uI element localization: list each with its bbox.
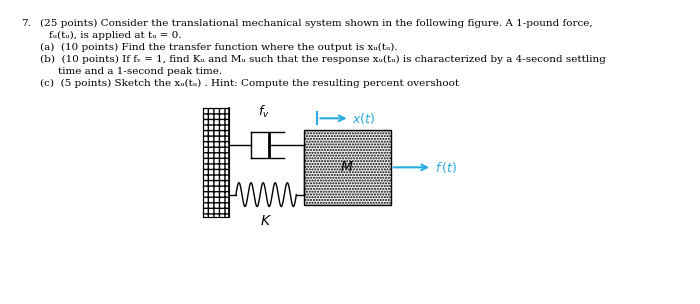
Text: (b)  (10 points) If fᵥ = 1, find Kᵤ and Mᵤ such that the response xᵤ(tᵤ) is char: (b) (10 points) If fᵥ = 1, find Kᵤ and M… xyxy=(40,55,605,64)
Text: $f_v$: $f_v$ xyxy=(258,104,270,120)
Text: fᵤ(tᵤ), is applied at tᵤ = 0.: fᵤ(tᵤ), is applied at tᵤ = 0. xyxy=(49,31,182,40)
Text: time and a 1-second peak time.: time and a 1-second peak time. xyxy=(58,67,223,76)
Text: 7.: 7. xyxy=(22,19,32,28)
Bar xyxy=(304,130,391,205)
Text: $K$: $K$ xyxy=(260,214,272,228)
Bar xyxy=(203,109,229,217)
Text: (c)  (5 points) Sketch the xᵤ(tᵤ) . Hint: Compute the resulting percent overshoo: (c) (5 points) Sketch the xᵤ(tᵤ) . Hint:… xyxy=(40,79,459,88)
Text: $x(t)$: $x(t)$ xyxy=(352,111,376,126)
Text: (a)  (10 points) Find the transfer function where the output is xᵤ(tᵤ).: (a) (10 points) Find the transfer functi… xyxy=(40,43,398,52)
Text: (25 points) Consider the translational mechanical system shown in the following : (25 points) Consider the translational m… xyxy=(40,19,592,28)
Text: $f\,(t)$: $f\,(t)$ xyxy=(435,160,456,175)
Text: $M$: $M$ xyxy=(340,160,354,174)
